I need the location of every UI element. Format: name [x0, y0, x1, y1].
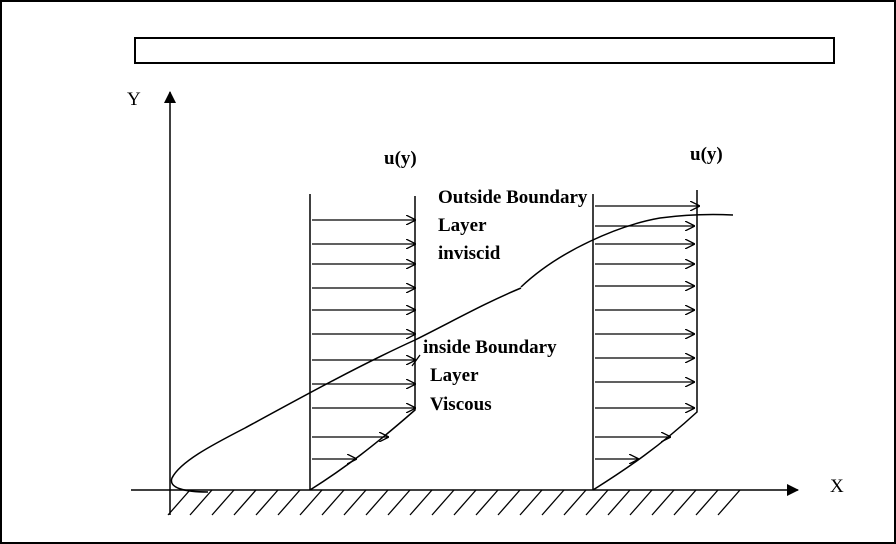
hatch-line — [365, 489, 389, 516]
hatch-line — [695, 489, 719, 516]
profile-1-arrows — [312, 220, 415, 459]
hatch-line — [673, 489, 697, 516]
hatch-line — [629, 489, 653, 516]
hatch-line — [717, 489, 741, 516]
label-tick-mark — [411, 354, 421, 367]
x-axis-label: X — [830, 476, 844, 497]
hatch-line — [541, 489, 565, 516]
profile-2-label: u(y) — [690, 144, 723, 165]
hatch-line — [387, 489, 411, 516]
hatch-line — [343, 489, 367, 516]
hatch-line — [453, 489, 477, 516]
profile-2-arrows — [595, 206, 699, 459]
inside-region-line-1: inside Boundary — [423, 337, 557, 358]
hatch-line — [607, 489, 631, 516]
hatch-line — [409, 489, 433, 516]
hatch-line — [497, 489, 521, 516]
hatch-line — [585, 489, 609, 516]
hatch-line — [189, 489, 213, 516]
wall-hatching — [167, 489, 741, 516]
hatch-line — [299, 489, 323, 516]
boundary-layer-edge — [170, 287, 522, 493]
hatch-line — [475, 489, 499, 516]
profile-2-envelope — [592, 190, 698, 491]
hatch-line — [321, 489, 345, 516]
profile-1-envelope — [309, 196, 416, 491]
hatch-line — [255, 489, 279, 516]
outside-region-line-3: inviscid — [438, 243, 501, 264]
caption-box — [134, 37, 835, 64]
hatch-line — [519, 489, 543, 516]
hatch-line — [211, 489, 235, 516]
profile-1-label: u(y) — [384, 148, 417, 169]
hatch-line — [167, 489, 191, 516]
outside-region-line-1: Outside Boundary — [438, 187, 588, 208]
hatch-line — [277, 489, 301, 516]
boundary-layer-edge-outer — [520, 213, 734, 288]
inside-region-line-2: Layer — [430, 365, 479, 386]
outside-region-line-2: Layer — [438, 215, 487, 236]
hatch-line — [563, 489, 587, 516]
inside-region-line-3: Viscous — [430, 394, 492, 415]
hatch-line — [233, 489, 257, 516]
hatch-line — [431, 489, 455, 516]
y-axis-label: Y — [127, 89, 141, 110]
hatch-line — [651, 489, 675, 516]
